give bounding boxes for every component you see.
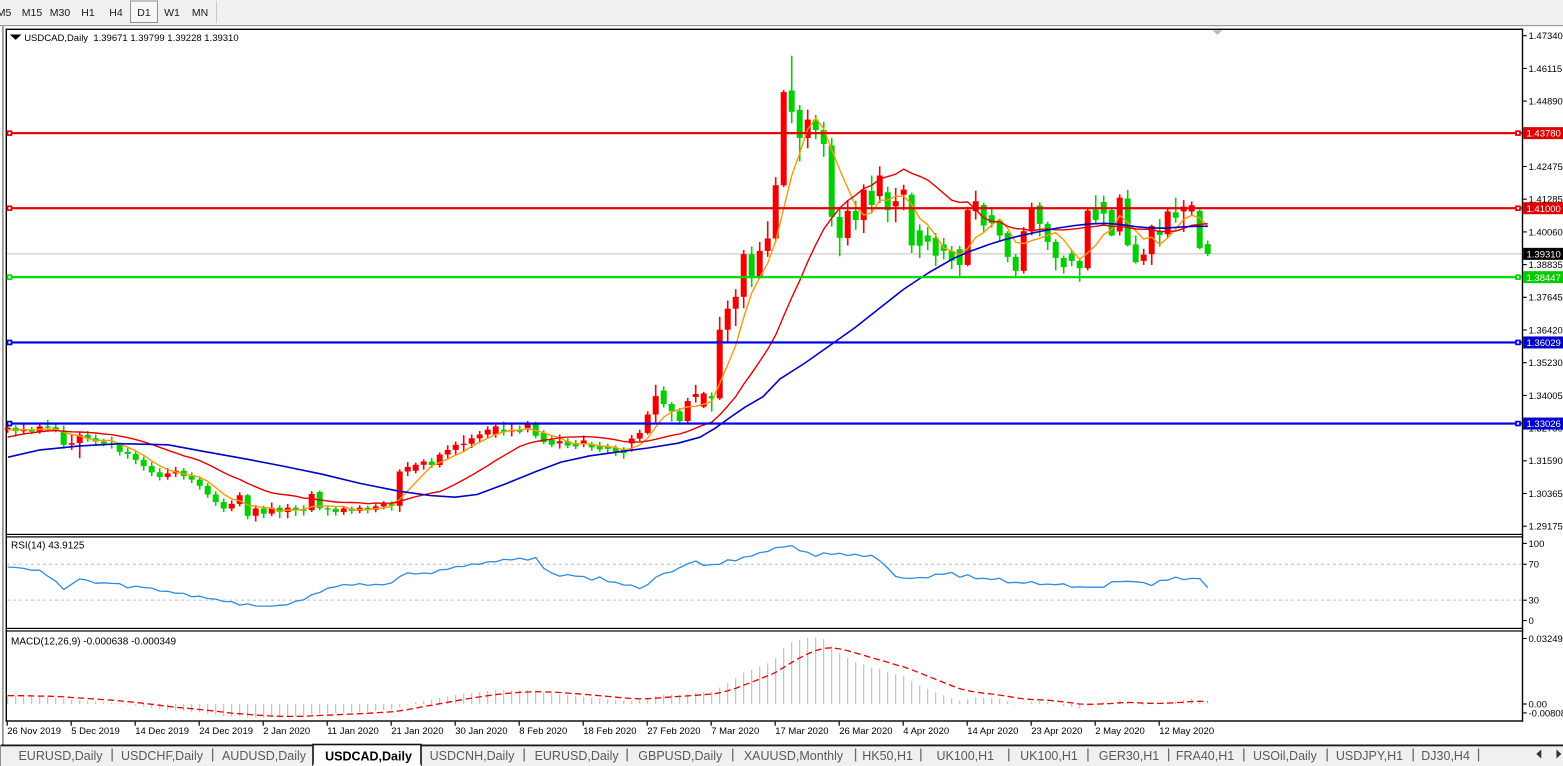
svg-text:MN: MN bbox=[192, 7, 208, 19]
svg-text:2 May 2020: 2 May 2020 bbox=[1095, 726, 1145, 737]
svg-text:GBPUSD,Daily: GBPUSD,Daily bbox=[638, 749, 723, 763]
svg-text:UK100,H1: UK100,H1 bbox=[936, 749, 994, 763]
svg-text:1.37645: 1.37645 bbox=[1529, 293, 1563, 304]
svg-text:1.36029: 1.36029 bbox=[1527, 338, 1561, 349]
svg-text:1.46115: 1.46115 bbox=[1529, 64, 1563, 75]
svg-text:XAUUSD,Monthly: XAUUSD,Monthly bbox=[744, 749, 844, 763]
svg-text:H4: H4 bbox=[109, 7, 123, 19]
svg-text:USOil,Daily: USOil,Daily bbox=[1253, 749, 1318, 763]
svg-text:8 Feb 2020: 8 Feb 2020 bbox=[519, 726, 567, 737]
svg-text:M15: M15 bbox=[22, 7, 43, 19]
svg-text:1.31590: 1.31590 bbox=[1529, 456, 1563, 467]
svg-text:1.38835: 1.38835 bbox=[1529, 260, 1563, 271]
svg-text:1.42475: 1.42475 bbox=[1529, 162, 1563, 173]
svg-text:-0.008086: -0.008086 bbox=[1529, 708, 1563, 719]
svg-text:26 Mar 2020: 26 Mar 2020 bbox=[839, 726, 892, 737]
svg-text:70: 70 bbox=[1529, 560, 1540, 571]
svg-text:D1: D1 bbox=[137, 7, 151, 19]
svg-text:USDCAD,Daily 1.39671 1.39799: USDCAD,Daily 1.39671 1.39799 1.39228 1.3… bbox=[24, 33, 238, 44]
svg-text:USDJPY,H1: USDJPY,H1 bbox=[1336, 749, 1403, 763]
svg-text:1.29175: 1.29175 bbox=[1529, 522, 1563, 533]
svg-text:14 Dec 2019: 14 Dec 2019 bbox=[135, 726, 189, 737]
svg-text:11 Jan 2020: 11 Jan 2020 bbox=[327, 726, 379, 737]
svg-text:USDCAD,Daily: USDCAD,Daily bbox=[325, 749, 412, 763]
svg-text:1.41000: 1.41000 bbox=[1527, 204, 1561, 215]
svg-text:100: 100 bbox=[1529, 539, 1545, 550]
svg-text:1.38447: 1.38447 bbox=[1527, 273, 1561, 284]
svg-text:1.44890: 1.44890 bbox=[1529, 97, 1563, 108]
svg-text:1.41285: 1.41285 bbox=[1529, 195, 1563, 206]
svg-text:DJ30,H4: DJ30,H4 bbox=[1421, 749, 1470, 763]
svg-text:23 Apr 2020: 23 Apr 2020 bbox=[1031, 726, 1082, 737]
svg-text:H1: H1 bbox=[81, 7, 95, 19]
svg-text:17 Mar 2020: 17 Mar 2020 bbox=[775, 726, 828, 737]
svg-text:1.47340: 1.47340 bbox=[1529, 31, 1563, 42]
svg-text:HK50,H1: HK50,H1 bbox=[862, 749, 913, 763]
svg-text:USDCNH,Daily: USDCNH,Daily bbox=[430, 749, 515, 763]
svg-text:1.36420: 1.36420 bbox=[1529, 325, 1563, 336]
svg-text:AUDUSD,Daily: AUDUSD,Daily bbox=[222, 749, 307, 763]
svg-text:1.39310: 1.39310 bbox=[1527, 250, 1561, 261]
svg-text:5 Dec 2019: 5 Dec 2019 bbox=[71, 726, 120, 737]
svg-text:30: 30 bbox=[1529, 596, 1540, 607]
svg-text:1.34005: 1.34005 bbox=[1529, 391, 1563, 402]
svg-text:USDCHF,Daily: USDCHF,Daily bbox=[121, 749, 204, 763]
svg-text:1.33026: 1.33026 bbox=[1527, 419, 1561, 430]
svg-text:0.00: 0.00 bbox=[1529, 699, 1548, 710]
svg-text:12 May 2020: 12 May 2020 bbox=[1159, 726, 1214, 737]
svg-text:14 Apr 2020: 14 Apr 2020 bbox=[967, 726, 1018, 737]
svg-text:GER30,H1: GER30,H1 bbox=[1099, 749, 1159, 763]
svg-text:21 Jan 2020: 21 Jan 2020 bbox=[391, 726, 443, 737]
svg-text:30 Jan 2020: 30 Jan 2020 bbox=[455, 726, 507, 737]
svg-text:MACD(12,26,9) -0.000638 -0.000: MACD(12,26,9) -0.000638 -0.000349 bbox=[11, 636, 177, 647]
svg-text:18 Feb 2020: 18 Feb 2020 bbox=[583, 726, 636, 737]
svg-text:24 Dec 2019: 24 Dec 2019 bbox=[199, 726, 253, 737]
svg-text:FRA40,H1: FRA40,H1 bbox=[1176, 749, 1234, 763]
svg-text:27 Feb 2020: 27 Feb 2020 bbox=[647, 726, 700, 737]
svg-text:EURUSD,Daily: EURUSD,Daily bbox=[535, 749, 620, 763]
svg-text:1.43780: 1.43780 bbox=[1527, 129, 1561, 140]
svg-text:M30: M30 bbox=[50, 7, 71, 19]
svg-text:M5: M5 bbox=[0, 7, 11, 19]
svg-text:W1: W1 bbox=[164, 7, 180, 19]
svg-text:0.032493: 0.032493 bbox=[1529, 634, 1563, 645]
svg-text:UK100,H1: UK100,H1 bbox=[1020, 749, 1078, 763]
svg-text:EURUSD,Daily: EURUSD,Daily bbox=[18, 749, 103, 763]
svg-text:26 Nov 2019: 26 Nov 2019 bbox=[7, 726, 61, 737]
svg-text:1.35230: 1.35230 bbox=[1529, 358, 1563, 369]
svg-text:4 Apr 2020: 4 Apr 2020 bbox=[903, 726, 949, 737]
svg-text:7 Mar 2020: 7 Mar 2020 bbox=[711, 726, 759, 737]
svg-text:1.40060: 1.40060 bbox=[1529, 227, 1563, 238]
svg-text:2 Jan 2020: 2 Jan 2020 bbox=[263, 726, 310, 737]
svg-text:RSI(14) 43.9125: RSI(14) 43.9125 bbox=[11, 540, 85, 551]
svg-text:0: 0 bbox=[1529, 616, 1534, 627]
svg-text:1.30365: 1.30365 bbox=[1529, 489, 1563, 500]
